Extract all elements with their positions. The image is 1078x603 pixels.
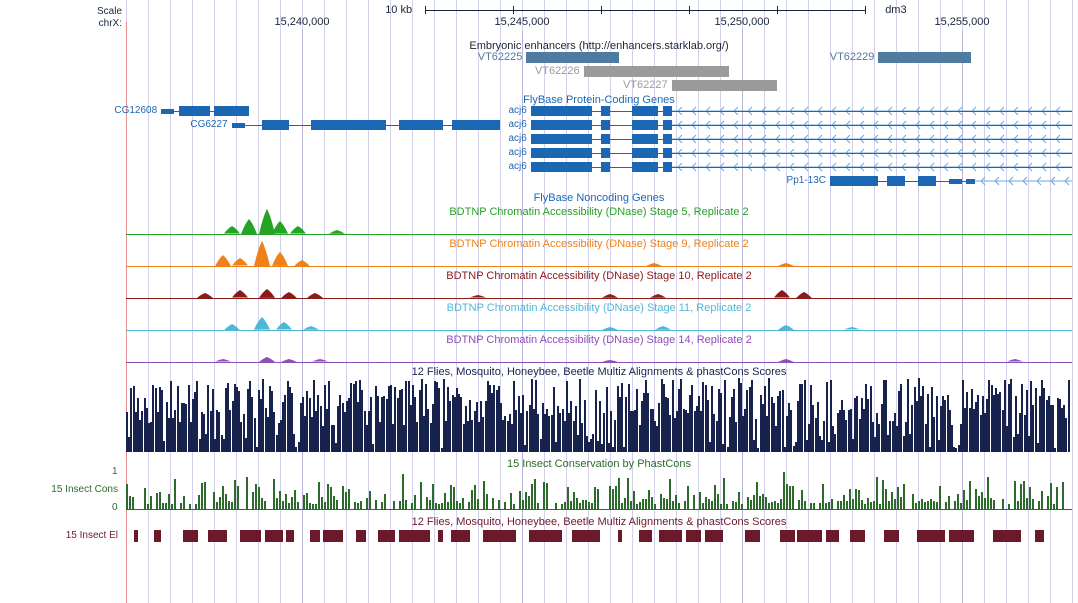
gene-label[interactable]: acj6 — [508, 119, 530, 130]
xaxis-tick-label: 15,250,000 — [714, 16, 769, 28]
xaxis-tick-label: 15,255,000 — [934, 16, 989, 28]
flybase-nc-title: FlyBase Noncoding Genes — [126, 192, 1072, 204]
xaxis-tick-label: 15,245,000 — [494, 16, 549, 28]
gene-label[interactable]: acj6 — [508, 147, 530, 158]
gene-label[interactable]: Pp1-13C — [787, 175, 830, 186]
gene-label[interactable]: acj6 — [508, 105, 530, 116]
multiz-title: 12 Flies, Mosquito, Honeybee, Beetle Mul… — [126, 366, 1072, 378]
phastcons-left-label: 15 Insect Cons — [0, 484, 118, 495]
dnase-title: BDTNP Chromatin Accessibility (DNase) St… — [126, 334, 1072, 346]
multiz-track — [126, 378, 1072, 452]
gene-label[interactable]: acj6 — [508, 133, 530, 144]
chrom-label: chrX: — [0, 18, 122, 29]
elements-track — [126, 530, 1072, 542]
enhancers-title: Embryonic enhancers (http://enhancers.st… — [126, 40, 1072, 52]
elements-title: 12 Flies, Mosquito, Honeybee, Beetle Mul… — [126, 516, 1072, 528]
enhancer-label: VT62229 — [830, 51, 879, 63]
enhancer-label: VT62227 — [623, 79, 672, 91]
enhancer-block[interactable] — [672, 80, 778, 91]
dnase-title: BDTNP Chromatin Accessibility (DNase) St… — [126, 302, 1072, 314]
elements-left-label: 15 Insect El — [0, 530, 118, 541]
enhancer-block[interactable] — [878, 52, 970, 63]
xaxis-tick-label: 15,240,000 — [274, 16, 329, 28]
enhancer-block[interactable] — [526, 52, 618, 63]
phastcons-title: 15 Insect Conservation by PhastCons — [126, 458, 1072, 470]
enhancer-label: VT62225 — [478, 51, 527, 63]
gene-label[interactable]: acj6 — [508, 161, 530, 172]
scale-label: Scale — [0, 6, 122, 17]
enhancer-label: VT62226 — [535, 65, 584, 77]
gene-label[interactable]: CG12608 — [114, 105, 161, 116]
scale-bar — [425, 10, 865, 11]
grid-line — [1072, 0, 1073, 603]
dnase-title: BDTNP Chromatin Accessibility (DNase) St… — [126, 270, 1072, 282]
enhancer-block[interactable] — [584, 66, 729, 77]
assembly-text: dm3 — [885, 4, 906, 16]
scale-text: 10 kb — [385, 4, 412, 16]
phastcons-track — [126, 470, 1072, 510]
gene-label[interactable]: CG6227 — [190, 119, 231, 130]
